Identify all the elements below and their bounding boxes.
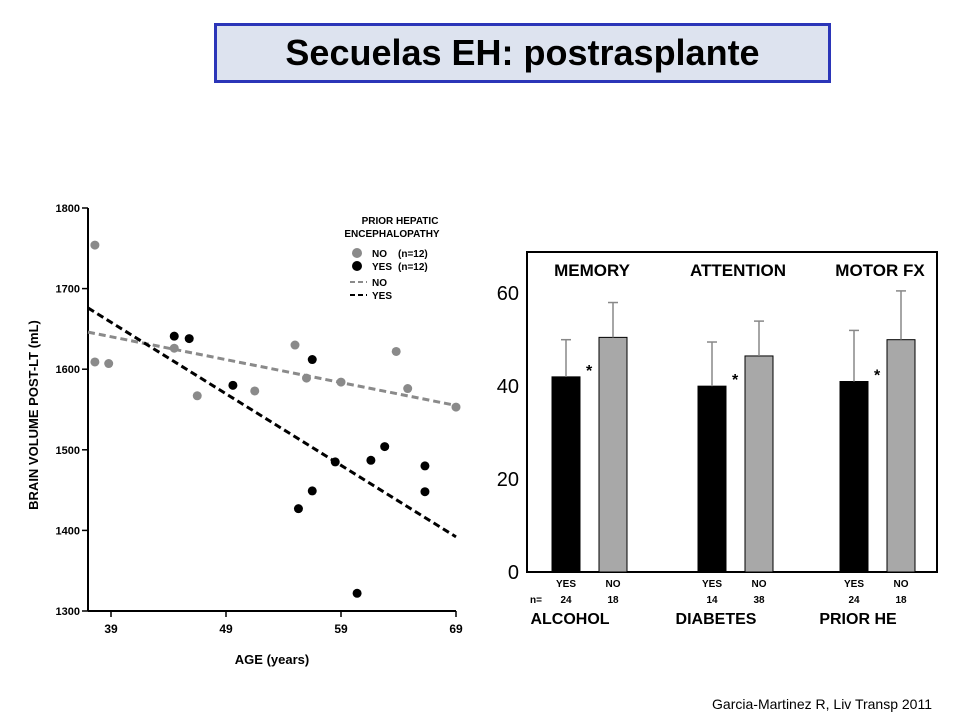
bar-y-tick-label: 60 xyxy=(497,283,519,305)
scatter-y-tick-label: 1800 xyxy=(56,203,80,215)
scatter-point-no xyxy=(250,386,260,396)
bar-chart-frame xyxy=(526,251,938,573)
legend-no-line-label: NO xyxy=(372,278,387,289)
legend-title-line1: PRIOR HEPATIC xyxy=(362,216,439,227)
bar-group-header: MOTOR FX xyxy=(835,261,925,280)
bar-no xyxy=(886,339,916,573)
scatter-point-yes xyxy=(169,331,179,341)
legend-no-label: NO xyxy=(372,249,387,260)
bar-bars: * * * xyxy=(551,290,916,573)
bar-n-value: 24 xyxy=(560,595,572,606)
bar-yes xyxy=(839,381,869,573)
scatter-axes xyxy=(87,208,456,612)
legend-yes-line-label: YES xyxy=(372,291,392,302)
significance-marker: * xyxy=(586,363,593,380)
bar-factor-label: ALCOHOL xyxy=(530,611,609,625)
scatter-point-yes xyxy=(228,380,238,390)
bar-n-value: 18 xyxy=(895,595,907,606)
bar-category-label: YES xyxy=(702,579,722,590)
fit-line-no xyxy=(87,330,457,407)
scatter-point-no xyxy=(336,377,346,387)
scatter-point-no xyxy=(290,340,300,350)
scatter-x-tick-label: 69 xyxy=(449,622,463,636)
scatter-point-no xyxy=(403,384,413,394)
citation: Garcia-Martinez R, Liv Transp 2011 xyxy=(712,696,932,712)
scatter-x-label: AGE (years) xyxy=(235,652,309,667)
bar-n-value: 38 xyxy=(753,595,765,606)
bar-category-label: YES xyxy=(556,579,576,590)
scatter-point-yes xyxy=(330,457,340,467)
scatter-point-yes xyxy=(184,334,194,344)
scatter-point-no xyxy=(302,373,311,383)
scatter-x-ticks: 39 49 59 69 xyxy=(104,611,463,636)
scatter-point-yes xyxy=(366,455,376,465)
scatter-point-yes xyxy=(420,487,430,497)
bar-labels: YES 24 NO 18 ALCOHOL YES 14 NO 38 DIABETES YES 24 NO… xyxy=(530,579,909,625)
scatter-y-tick-label: 1500 xyxy=(56,445,80,457)
bar-category-label: NO xyxy=(752,579,767,590)
scatter-chart: 1300 1400 1500 1600 1700 1800 39 49 59 69 AGE (y… xyxy=(26,203,463,667)
scatter-y-tick-label: 1400 xyxy=(56,525,80,537)
bar-group-headers: MEMORY ATTENTION MOTOR FX xyxy=(554,261,925,280)
legend-yes-marker xyxy=(352,261,362,271)
bar-y-ticks: 0 20 40 60 xyxy=(497,283,519,584)
bar-group-header: MEMORY xyxy=(554,261,631,280)
scatter-point-no xyxy=(104,359,114,369)
bar-no xyxy=(744,355,774,573)
scatter-x-tick-label: 59 xyxy=(334,622,348,636)
scatter-point-yes xyxy=(307,355,317,365)
bar-y-tick-label: 20 xyxy=(497,469,519,491)
scatter-y-tick-label: 1600 xyxy=(56,364,80,376)
bar-n-value: 24 xyxy=(848,595,860,606)
bar-n-value: 18 xyxy=(607,595,619,606)
scatter-x-tick-label: 39 xyxy=(104,622,118,636)
legend-no-count: (n=12) xyxy=(398,249,428,260)
significance-marker: * xyxy=(874,368,881,385)
bar-factor-label: DIABETES xyxy=(676,611,757,625)
bar-group-header: ATTENTION xyxy=(690,261,786,280)
slide-title-box: Secuelas EH: postrasplante xyxy=(214,23,831,83)
scatter-y-ticks: 1300 1400 1500 1600 1700 1800 xyxy=(56,203,88,618)
scatter-point-no xyxy=(90,357,100,367)
bar-yes xyxy=(697,385,727,573)
scatter-point-no xyxy=(391,346,401,356)
bar-y-tick-label: 0 xyxy=(508,562,519,584)
scatter-point-yes xyxy=(352,588,362,598)
scatter-point-yes xyxy=(420,461,430,471)
legend-no-marker xyxy=(352,248,362,258)
scatter-point-yes xyxy=(307,486,317,496)
bar-n-value: 14 xyxy=(706,595,718,606)
scatter-y-tick-label: 1700 xyxy=(56,284,80,296)
bar-y-tick-label: 40 xyxy=(497,376,519,398)
scatter-point-no xyxy=(192,391,202,401)
scatter-fit-lines xyxy=(87,306,457,539)
bar-yes xyxy=(551,376,581,573)
slide-title: Secuelas EH: postrasplante xyxy=(285,32,760,73)
scatter-legend: PRIOR HEPATIC ENCEPHALOPATHY NO (n=12) Y… xyxy=(344,216,440,302)
scatter-point-no xyxy=(169,343,179,353)
legend-yes-count: (n=12) xyxy=(398,262,428,273)
bar-category-label: NO xyxy=(894,579,909,590)
scatter-y-label: BRAIN VOLUME POST-LT (mL) xyxy=(26,320,41,510)
legend-yes-label: YES xyxy=(372,262,392,273)
bar-chart: 0 20 40 60 MEMORY ATTENTION MOTOR FX * * * YES 2… xyxy=(497,251,938,625)
bar-category-label: YES xyxy=(844,579,864,590)
scatter-point-no xyxy=(451,402,461,412)
scatter-x-tick-label: 49 xyxy=(219,622,233,636)
bar-no xyxy=(598,336,628,573)
bar-n-row-label: n= xyxy=(530,595,542,606)
scatter-point-yes xyxy=(380,442,390,452)
bar-factor-label: PRIOR HE xyxy=(819,611,897,625)
scatter-y-tick-label: 1300 xyxy=(56,606,80,618)
scatter-point-no xyxy=(90,240,100,250)
scatter-point-yes xyxy=(293,504,303,514)
legend-title-line2: ENCEPHALOPATHY xyxy=(344,229,440,240)
bar-category-label: NO xyxy=(606,579,621,590)
scatter-points xyxy=(90,240,461,598)
significance-marker: * xyxy=(732,372,739,389)
fit-line-yes xyxy=(87,306,457,539)
